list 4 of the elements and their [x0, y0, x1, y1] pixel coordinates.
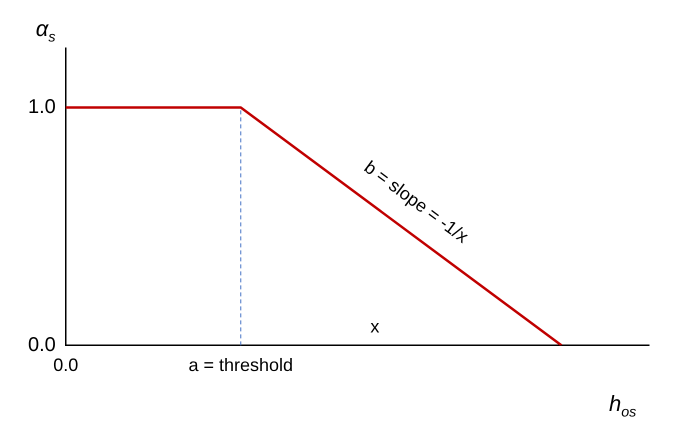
annotation: x	[370, 316, 380, 337]
annotation: b = slope = -1/x	[360, 156, 472, 247]
y-tick-label: 1.0	[28, 96, 56, 118]
x-tick-label: a = threshold	[188, 355, 294, 376]
